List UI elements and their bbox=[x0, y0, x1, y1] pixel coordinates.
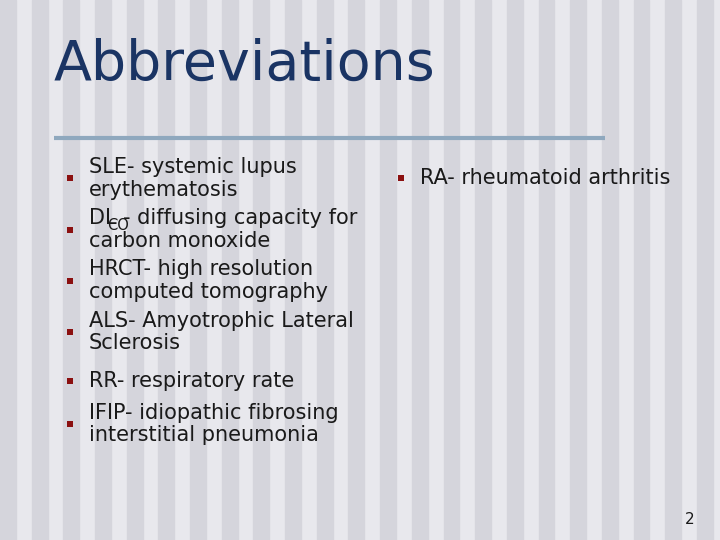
Bar bbox=[253, 0, 269, 540]
Bar bbox=[475, 0, 491, 540]
Text: ALS- Amyotrophic Lateral: ALS- Amyotrophic Lateral bbox=[89, 310, 354, 331]
Text: SLE- systemic lupus: SLE- systemic lupus bbox=[89, 157, 297, 177]
Bar bbox=[285, 0, 301, 540]
Text: Abbreviations: Abbreviations bbox=[54, 38, 436, 92]
Bar bbox=[32, 0, 48, 540]
Text: HRCT- high resolution: HRCT- high resolution bbox=[89, 259, 312, 280]
Bar bbox=[634, 0, 649, 540]
Text: carbon monoxide: carbon monoxide bbox=[89, 231, 270, 251]
Text: computed tomography: computed tomography bbox=[89, 282, 328, 302]
Bar bbox=[127, 0, 143, 540]
Bar bbox=[222, 0, 238, 540]
Text: IFIP- idiopathic fibrosing: IFIP- idiopathic fibrosing bbox=[89, 402, 338, 423]
Bar bbox=[0, 0, 16, 540]
Text: - diffusing capacity for: - diffusing capacity for bbox=[123, 208, 358, 228]
Text: Sclerosis: Sclerosis bbox=[89, 333, 181, 354]
Bar bbox=[95, 0, 111, 540]
Text: 2: 2 bbox=[685, 511, 695, 526]
Bar bbox=[697, 0, 713, 540]
Bar bbox=[665, 0, 681, 540]
Bar bbox=[507, 0, 523, 540]
Text: CO: CO bbox=[107, 218, 129, 233]
Bar bbox=[63, 0, 79, 540]
Bar bbox=[317, 0, 333, 540]
Text: RR- respiratory rate: RR- respiratory rate bbox=[89, 370, 294, 391]
Bar bbox=[158, 0, 174, 540]
Bar bbox=[348, 0, 364, 540]
Bar bbox=[190, 0, 206, 540]
Text: interstitial pneumonia: interstitial pneumonia bbox=[89, 425, 318, 446]
Text: DL: DL bbox=[89, 208, 116, 228]
Bar bbox=[602, 0, 618, 540]
Bar bbox=[444, 0, 459, 540]
Bar bbox=[380, 0, 396, 540]
Text: RA- rheumatoid arthritis: RA- rheumatoid arthritis bbox=[420, 168, 670, 188]
Bar bbox=[570, 0, 586, 540]
Bar bbox=[539, 0, 554, 540]
Text: erythematosis: erythematosis bbox=[89, 179, 238, 200]
Bar bbox=[412, 0, 428, 540]
